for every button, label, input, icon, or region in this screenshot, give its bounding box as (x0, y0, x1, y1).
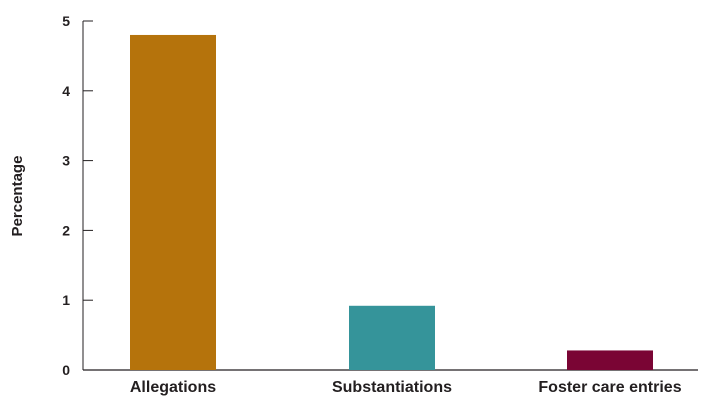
y-tick-label: 5 (62, 13, 70, 29)
x-tick-label: Substantiations (332, 379, 452, 396)
x-tick-label: Foster care entries (538, 379, 681, 396)
x-axis: Allegations Substantiations Foster care en… (83, 369, 698, 396)
y-tick-label: 0 (62, 362, 70, 378)
y-tick-label: 2 (62, 222, 70, 238)
y-axis-title: Percentage (9, 156, 26, 237)
x-tick-label: Allegations (130, 379, 216, 396)
y-tick-label: 1 (62, 292, 70, 308)
bar-foster-care-entries (567, 350, 653, 370)
y-axis: 0 1 2 3 4 5 (62, 13, 93, 378)
y-tick-label: 3 (62, 153, 70, 169)
bars (130, 34, 653, 371)
bar-substantiations (349, 305, 435, 370)
bar-allegations (130, 34, 216, 371)
y-tick-label: 4 (62, 83, 70, 99)
